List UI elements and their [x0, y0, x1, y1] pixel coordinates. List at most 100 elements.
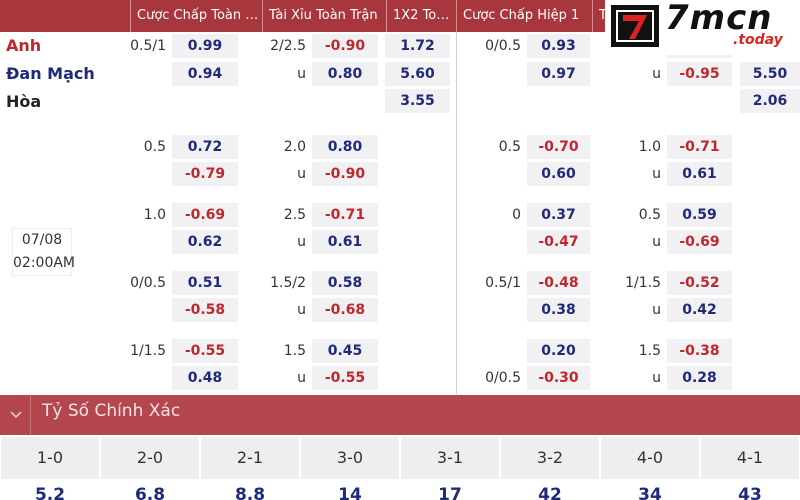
odds-value: -0.68	[312, 298, 378, 322]
handicap-line: 1.5/2	[270, 275, 306, 291]
odds-value: -0.71	[312, 203, 378, 227]
odds-value: 0.48	[172, 366, 238, 390]
odds-value: -0.55	[312, 366, 378, 390]
odds-value: 0.38	[527, 298, 590, 322]
handicap-line: u	[297, 166, 306, 182]
handicap-line: 0/0.5	[485, 370, 521, 386]
score-odds: 34	[638, 485, 662, 500]
handicap-line: 0.5	[143, 139, 166, 155]
odds-value: 0.42	[667, 298, 732, 322]
column-header: Cược Chấp Toàn Trận	[130, 0, 262, 32]
handicap-line: 0.5/1	[130, 38, 166, 54]
odds-value: 0.61	[312, 230, 378, 254]
odds-value: 0.80	[312, 62, 378, 86]
odds-value: 3.55	[385, 89, 450, 113]
score-label: 3-0	[301, 437, 399, 479]
handicap-line: 0	[512, 207, 521, 223]
odds-value: 0.45	[312, 339, 378, 363]
odds-value: 5.50	[740, 62, 800, 86]
logo-text: 7mcn	[665, 0, 773, 38]
handicap-line: u	[652, 66, 661, 82]
odds-value: 0.61	[667, 162, 732, 186]
handicap-line: 2.5	[283, 207, 306, 223]
odds-value: 0.99	[172, 34, 238, 58]
odds-value: -0.30	[527, 366, 590, 390]
divider	[456, 32, 457, 394]
odds-value: 0.28	[667, 366, 732, 390]
score-odds: 14	[338, 485, 362, 500]
column-header: 1X2 Toàn Trận	[386, 0, 456, 32]
odds-value: -0.69	[172, 203, 238, 227]
odds-value: -0.69	[667, 230, 732, 254]
column-header: Tài Xỉu Toàn Trận	[262, 0, 385, 32]
team-name: Anh	[6, 36, 42, 55]
score-odds: 43	[738, 485, 762, 500]
score-label: 3-1	[401, 437, 499, 479]
handicap-line: u	[297, 66, 306, 82]
odds-value: 0.60	[527, 162, 590, 186]
score-odds: 42	[538, 485, 562, 500]
odds-value: -0.70	[527, 135, 590, 159]
score-label: 2-1	[201, 437, 299, 479]
handicap-line: u	[297, 370, 306, 386]
odds-value: 2.06	[740, 89, 800, 113]
handicap-line: 0.5	[498, 139, 521, 155]
odds-value: 0.93	[527, 34, 590, 58]
score-label: 3-2	[501, 437, 599, 479]
column-header: Cược Chấp Hiệp 1	[456, 0, 591, 32]
odds-value: -0.52	[667, 271, 732, 295]
handicap-line: 1/1.5	[625, 275, 661, 291]
odds-value: 0.94	[172, 62, 238, 86]
odds-value: -0.58	[172, 298, 238, 322]
odds-value: -0.90	[312, 162, 378, 186]
odds-value: -0.47	[527, 230, 590, 254]
handicap-line: u	[652, 166, 661, 182]
handicap-line: u	[297, 302, 306, 318]
handicap-line: 2.0	[283, 139, 306, 155]
handicap-line: u	[652, 302, 661, 318]
handicap-line: 1.5	[283, 343, 306, 359]
score-label: 4-0	[601, 437, 699, 479]
odds-value: 1.72	[385, 34, 450, 58]
logo-icon	[611, 5, 659, 47]
odds-value: 0.97	[527, 62, 590, 86]
team-name: Hòa	[6, 92, 42, 111]
handicap-line: 1.5	[638, 343, 661, 359]
odds-value: 0.58	[312, 271, 378, 295]
section-bar[interactable]: Tỷ Số Chính Xác	[0, 395, 800, 435]
score-odds: 5.2	[34, 485, 66, 500]
logo: 7mcn .today	[605, 0, 800, 55]
handicap-line: u	[652, 370, 661, 386]
handicap-line: 0.5	[638, 207, 661, 223]
odds-value: 0.51	[172, 271, 238, 295]
handicap-line: 1/1.5	[130, 343, 166, 359]
handicap-line: 2/2.5	[270, 38, 306, 54]
odds-value: -0.38	[667, 339, 732, 363]
handicap-line: 1.0	[143, 207, 166, 223]
time: 02:00AM	[13, 255, 76, 271]
score-label: 4-1	[701, 437, 799, 479]
odds-value: 5.60	[385, 62, 450, 86]
odds-value: -0.90	[312, 34, 378, 58]
date: 07/08	[21, 232, 63, 248]
team-name: Đan Mạch	[6, 64, 95, 83]
odds-value: -0.55	[172, 339, 238, 363]
score-odds: 17	[438, 485, 462, 500]
score-odds: 8.8	[234, 485, 266, 500]
odds-value: 0.20	[527, 339, 590, 363]
odds-value: 0.80	[312, 135, 378, 159]
odds-value: -0.95	[667, 62, 732, 86]
handicap-line: u	[652, 234, 661, 250]
odds-value: -0.71	[667, 135, 732, 159]
odds-value: -0.48	[527, 271, 590, 295]
column-header: Tài Xỉu Hiệp 1	[592, 0, 800, 32]
match-time: 07/08 02:00AM	[12, 228, 76, 276]
odds-value: 0.72	[172, 135, 238, 159]
section-title: Tỷ Số Chính Xác	[42, 401, 181, 421]
logo-sub: .today	[733, 32, 783, 48]
odds-value: 0.37	[527, 203, 590, 227]
score-odds: 6.8	[134, 485, 166, 500]
odds-value: 0.62	[172, 230, 238, 254]
handicap-line: 1.0	[638, 139, 661, 155]
